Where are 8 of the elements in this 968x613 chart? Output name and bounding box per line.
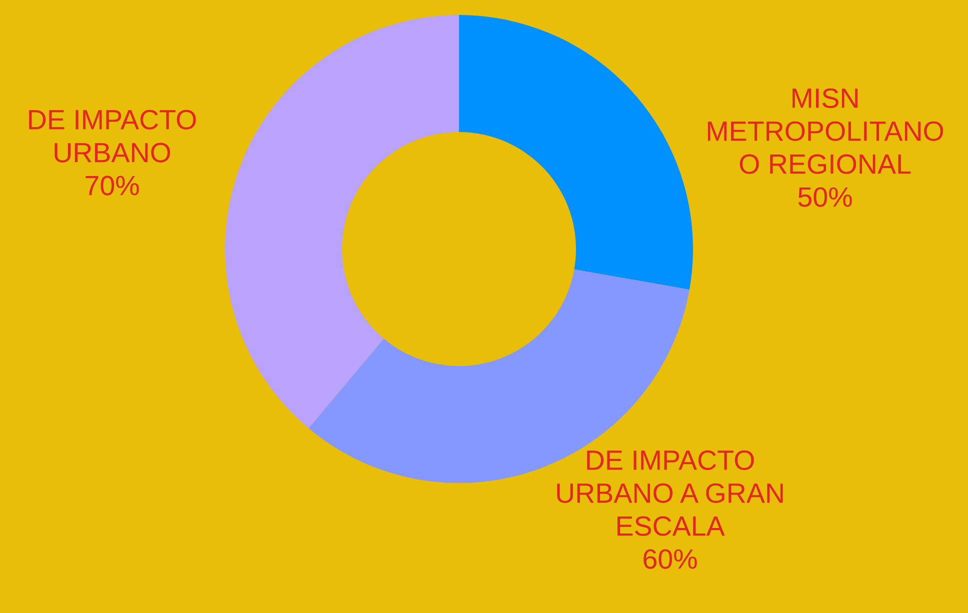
- donut-slice: [225, 15, 459, 428]
- data-label: 60%: [644, 549, 697, 569]
- donut-slice: [459, 15, 693, 290]
- slice-label: MISN METROPOLITANO O REGIONAL: [708, 88, 944, 174]
- slice-label: DE IMPACTO URBANO: [29, 110, 196, 162]
- data-label: 50%: [798, 187, 852, 207]
- data-label: 70%: [86, 176, 139, 196]
- slice-label: DE IMPACTO URBANO A GRAN ESCALA: [557, 450, 783, 536]
